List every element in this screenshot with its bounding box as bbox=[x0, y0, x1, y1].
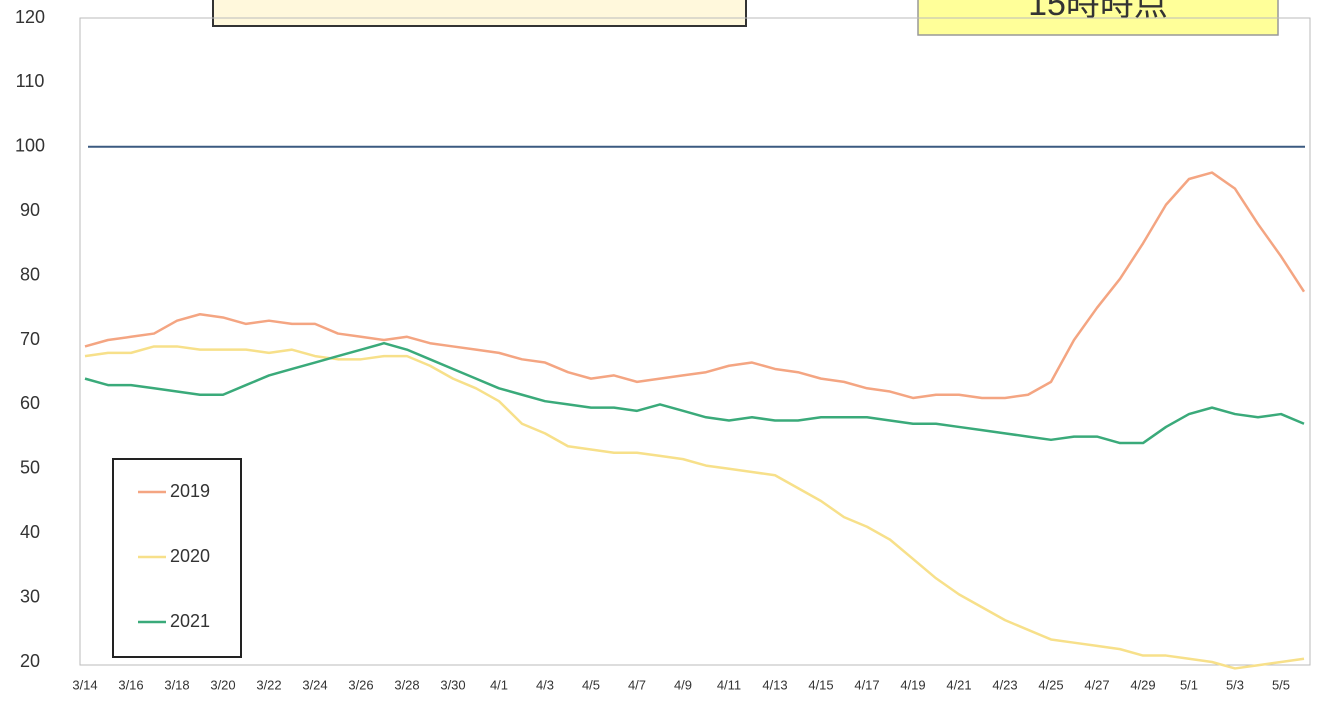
y-tick-label: 80 bbox=[20, 264, 40, 284]
x-tick-label: 5/5 bbox=[1272, 677, 1290, 692]
x-tick-label: 3/16 bbox=[118, 677, 143, 692]
x-tick-label: 4/17 bbox=[854, 677, 879, 692]
x-tick-label: 5/3 bbox=[1226, 677, 1244, 692]
y-tick-label: 20 bbox=[20, 651, 40, 671]
legend-box bbox=[112, 458, 242, 658]
x-tick-label: 4/25 bbox=[1038, 677, 1063, 692]
x-tick-label: 3/18 bbox=[164, 677, 189, 692]
y-tick-label: 100 bbox=[15, 136, 45, 156]
x-tick-label: 3/22 bbox=[256, 677, 281, 692]
x-tick-label: 4/7 bbox=[628, 677, 646, 692]
x-tick-label: 3/26 bbox=[348, 677, 373, 692]
y-tick-label: 70 bbox=[20, 329, 40, 349]
x-tick-label: 3/20 bbox=[210, 677, 235, 692]
y-tick-label: 120 bbox=[15, 7, 45, 27]
y-tick-label: 50 bbox=[20, 458, 40, 478]
x-tick-label: 3/30 bbox=[440, 677, 465, 692]
x-tick-label: 4/27 bbox=[1084, 677, 1109, 692]
series-line bbox=[84, 345, 1305, 670]
x-tick-label: 4/5 bbox=[582, 677, 600, 692]
x-tick-label: 4/23 bbox=[992, 677, 1017, 692]
x-tick-label: 5/1 bbox=[1180, 677, 1198, 692]
x-tick-label: 3/14 bbox=[72, 677, 97, 692]
y-tick-label: 60 bbox=[20, 393, 40, 413]
y-tick-label: 90 bbox=[20, 200, 40, 220]
y-tick-label: 110 bbox=[16, 71, 45, 91]
x-tick-label: 3/28 bbox=[394, 677, 419, 692]
y-tick-label: 40 bbox=[20, 522, 40, 542]
legend-label: 2019 bbox=[170, 481, 210, 501]
x-tick-label: 4/1 bbox=[490, 677, 508, 692]
x-tick-label: 4/21 bbox=[946, 677, 971, 692]
x-tick-label: 4/11 bbox=[717, 677, 741, 692]
x-tick-label: 4/9 bbox=[674, 677, 692, 692]
x-tick-label: 4/13 bbox=[762, 677, 787, 692]
x-tick-label: 3/24 bbox=[302, 677, 327, 692]
x-tick-label: 4/19 bbox=[900, 677, 925, 692]
x-tick-label: 4/3 bbox=[536, 677, 554, 692]
legend-label: 2020 bbox=[170, 546, 210, 566]
x-tick-label: 4/15 bbox=[808, 677, 833, 692]
header-box bbox=[212, 0, 747, 27]
annotation: 15時時点 bbox=[1028, 0, 1168, 23]
legend-label: 2021 bbox=[170, 611, 210, 631]
series-line bbox=[84, 341, 1305, 445]
x-tick-label: 4/29 bbox=[1130, 677, 1155, 692]
series-line bbox=[84, 171, 1306, 400]
plot-frame bbox=[79, 17, 1311, 666]
y-tick-label: 30 bbox=[20, 586, 40, 606]
